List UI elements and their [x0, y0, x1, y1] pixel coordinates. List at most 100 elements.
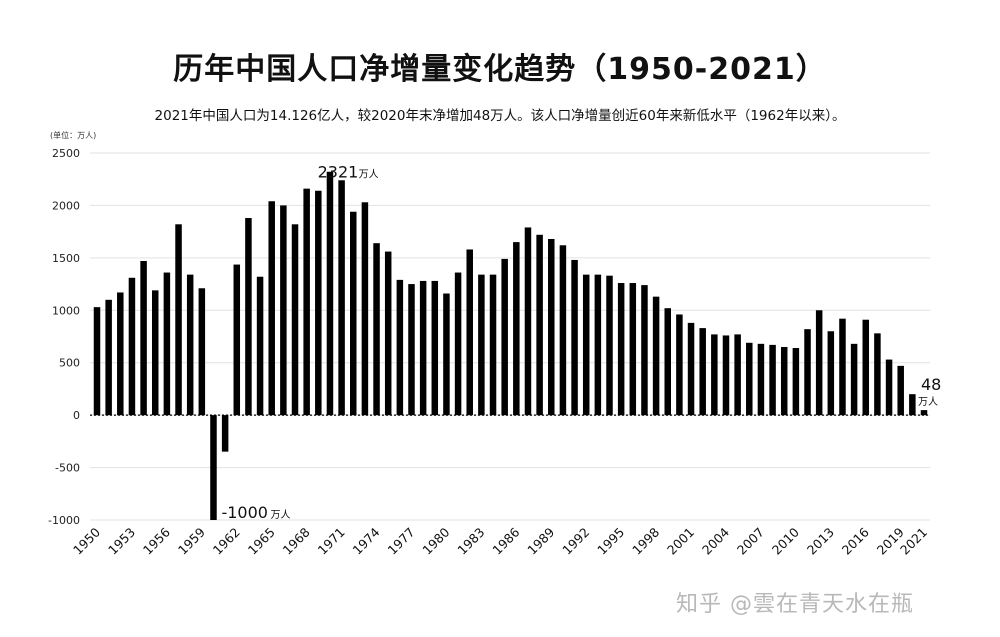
annotation-value: 48	[921, 375, 941, 394]
bar-2010	[792, 348, 800, 416]
bar-1976	[396, 279, 404, 416]
annotation-unit: 万人	[918, 396, 938, 408]
x-tick-label: 1959	[175, 524, 208, 557]
bar-2019	[897, 365, 904, 416]
bar-2000	[676, 314, 683, 416]
x-tick-label: 1980	[419, 524, 452, 557]
bar-2009	[780, 346, 788, 416]
bar-2003	[711, 334, 718, 416]
bar-1978	[419, 280, 427, 416]
bar-1963	[245, 218, 252, 416]
bar-1966	[280, 205, 287, 416]
x-tick-label: 1956	[140, 524, 173, 557]
x-tick-label: 2010	[769, 524, 802, 557]
x-tick-label: 1977	[385, 525, 418, 558]
bar-1964	[256, 276, 264, 416]
bar-2014	[839, 318, 846, 416]
y-tick-label: 1500	[52, 252, 80, 265]
x-tick-label: 2021	[897, 525, 930, 558]
x-tick-label: 1992	[559, 525, 592, 558]
bar-1974	[373, 243, 380, 416]
bar-1995	[617, 283, 625, 416]
bar-1955	[151, 290, 159, 416]
chart-title: 历年中国人口净增量变化趋势（1950-2021）	[173, 52, 827, 87]
bar-1997	[641, 285, 648, 416]
bar-2020	[909, 394, 916, 416]
bar-1984	[489, 274, 497, 416]
bar-2021	[920, 410, 928, 416]
bar-1954	[140, 261, 147, 416]
x-tick-label: 1995	[594, 525, 627, 558]
x-tick-label: 1968	[280, 524, 313, 557]
x-tick-label: 2013	[804, 525, 837, 558]
bar-1952	[117, 292, 124, 416]
bar-2016	[862, 319, 870, 416]
bar-2018	[885, 359, 893, 416]
bar-1969	[315, 190, 322, 416]
x-tick-label: 1953	[105, 525, 138, 558]
bar-1970	[326, 171, 334, 416]
bar-1959	[198, 288, 206, 416]
y-tick-label: 1000	[52, 304, 80, 317]
bar-1989	[548, 238, 555, 416]
y-tick-label: -1000	[48, 514, 80, 527]
bar-1950	[93, 307, 101, 416]
bar-2004	[722, 335, 730, 416]
bar-1992	[582, 274, 590, 416]
bar-1981	[454, 272, 462, 416]
bar-1982	[466, 249, 473, 416]
bar-1986	[513, 242, 520, 416]
x-tick-label: 1965	[245, 525, 278, 558]
y-tick-label: -500	[55, 462, 80, 475]
bar-1961	[221, 415, 229, 452]
bar-2011	[804, 329, 811, 416]
x-tick-label: 1989	[524, 524, 557, 557]
x-tick-label: 2007	[734, 525, 767, 558]
bar-1968	[303, 188, 310, 416]
bar-2007	[757, 343, 765, 416]
x-tick-label: 1971	[315, 525, 348, 558]
annotation-unit: 万人	[270, 509, 290, 521]
bar-1951	[105, 299, 112, 416]
x-tick-label: 2001	[664, 525, 697, 558]
bar-1993	[594, 274, 602, 416]
bar-2017	[874, 333, 881, 416]
y-tick-label: 2000	[52, 199, 80, 212]
bar-1965	[268, 201, 275, 416]
bar-1979	[431, 280, 439, 416]
bar-2006	[746, 342, 753, 416]
bar-1975	[384, 251, 392, 416]
bar-1999	[664, 308, 671, 416]
bar-2013	[827, 331, 835, 416]
annotation-value: -1000	[221, 503, 268, 522]
bar-1996	[629, 283, 637, 416]
bar-1994	[606, 275, 613, 416]
bar-1958	[186, 274, 194, 416]
bar-1990	[559, 245, 567, 416]
bar-1991	[571, 259, 578, 416]
bar-2008	[769, 344, 776, 416]
x-tick-label: 1986	[489, 524, 522, 557]
bar-1987	[524, 227, 532, 416]
x-tick-label: 1962	[210, 525, 243, 558]
bar-1988	[536, 234, 543, 416]
bar-2012	[815, 310, 823, 416]
bar-2015	[850, 343, 858, 416]
bar-1962	[233, 264, 241, 416]
x-tick-label: 1998	[629, 524, 662, 557]
bar-1957	[175, 224, 182, 416]
x-tick-label: 2004	[699, 524, 732, 557]
x-tick-label: 1974	[350, 524, 383, 557]
bar-1960	[210, 415, 217, 520]
bar-1983	[478, 274, 485, 416]
bar-1985	[501, 258, 508, 416]
bar-1980	[443, 293, 450, 416]
chart-subtitle: 2021年中国人口为14.126亿人，较2020年末净增加48万人。该人口净增量…	[154, 108, 846, 124]
bar-1971	[338, 180, 345, 416]
bar-1998	[652, 296, 660, 416]
bar-1956	[163, 272, 171, 416]
bar-1972	[350, 211, 357, 416]
bar-2002	[699, 328, 706, 416]
y-tick-label: 0	[73, 409, 80, 422]
watermark: 知乎 @雲在青天水在瓶	[676, 592, 914, 617]
